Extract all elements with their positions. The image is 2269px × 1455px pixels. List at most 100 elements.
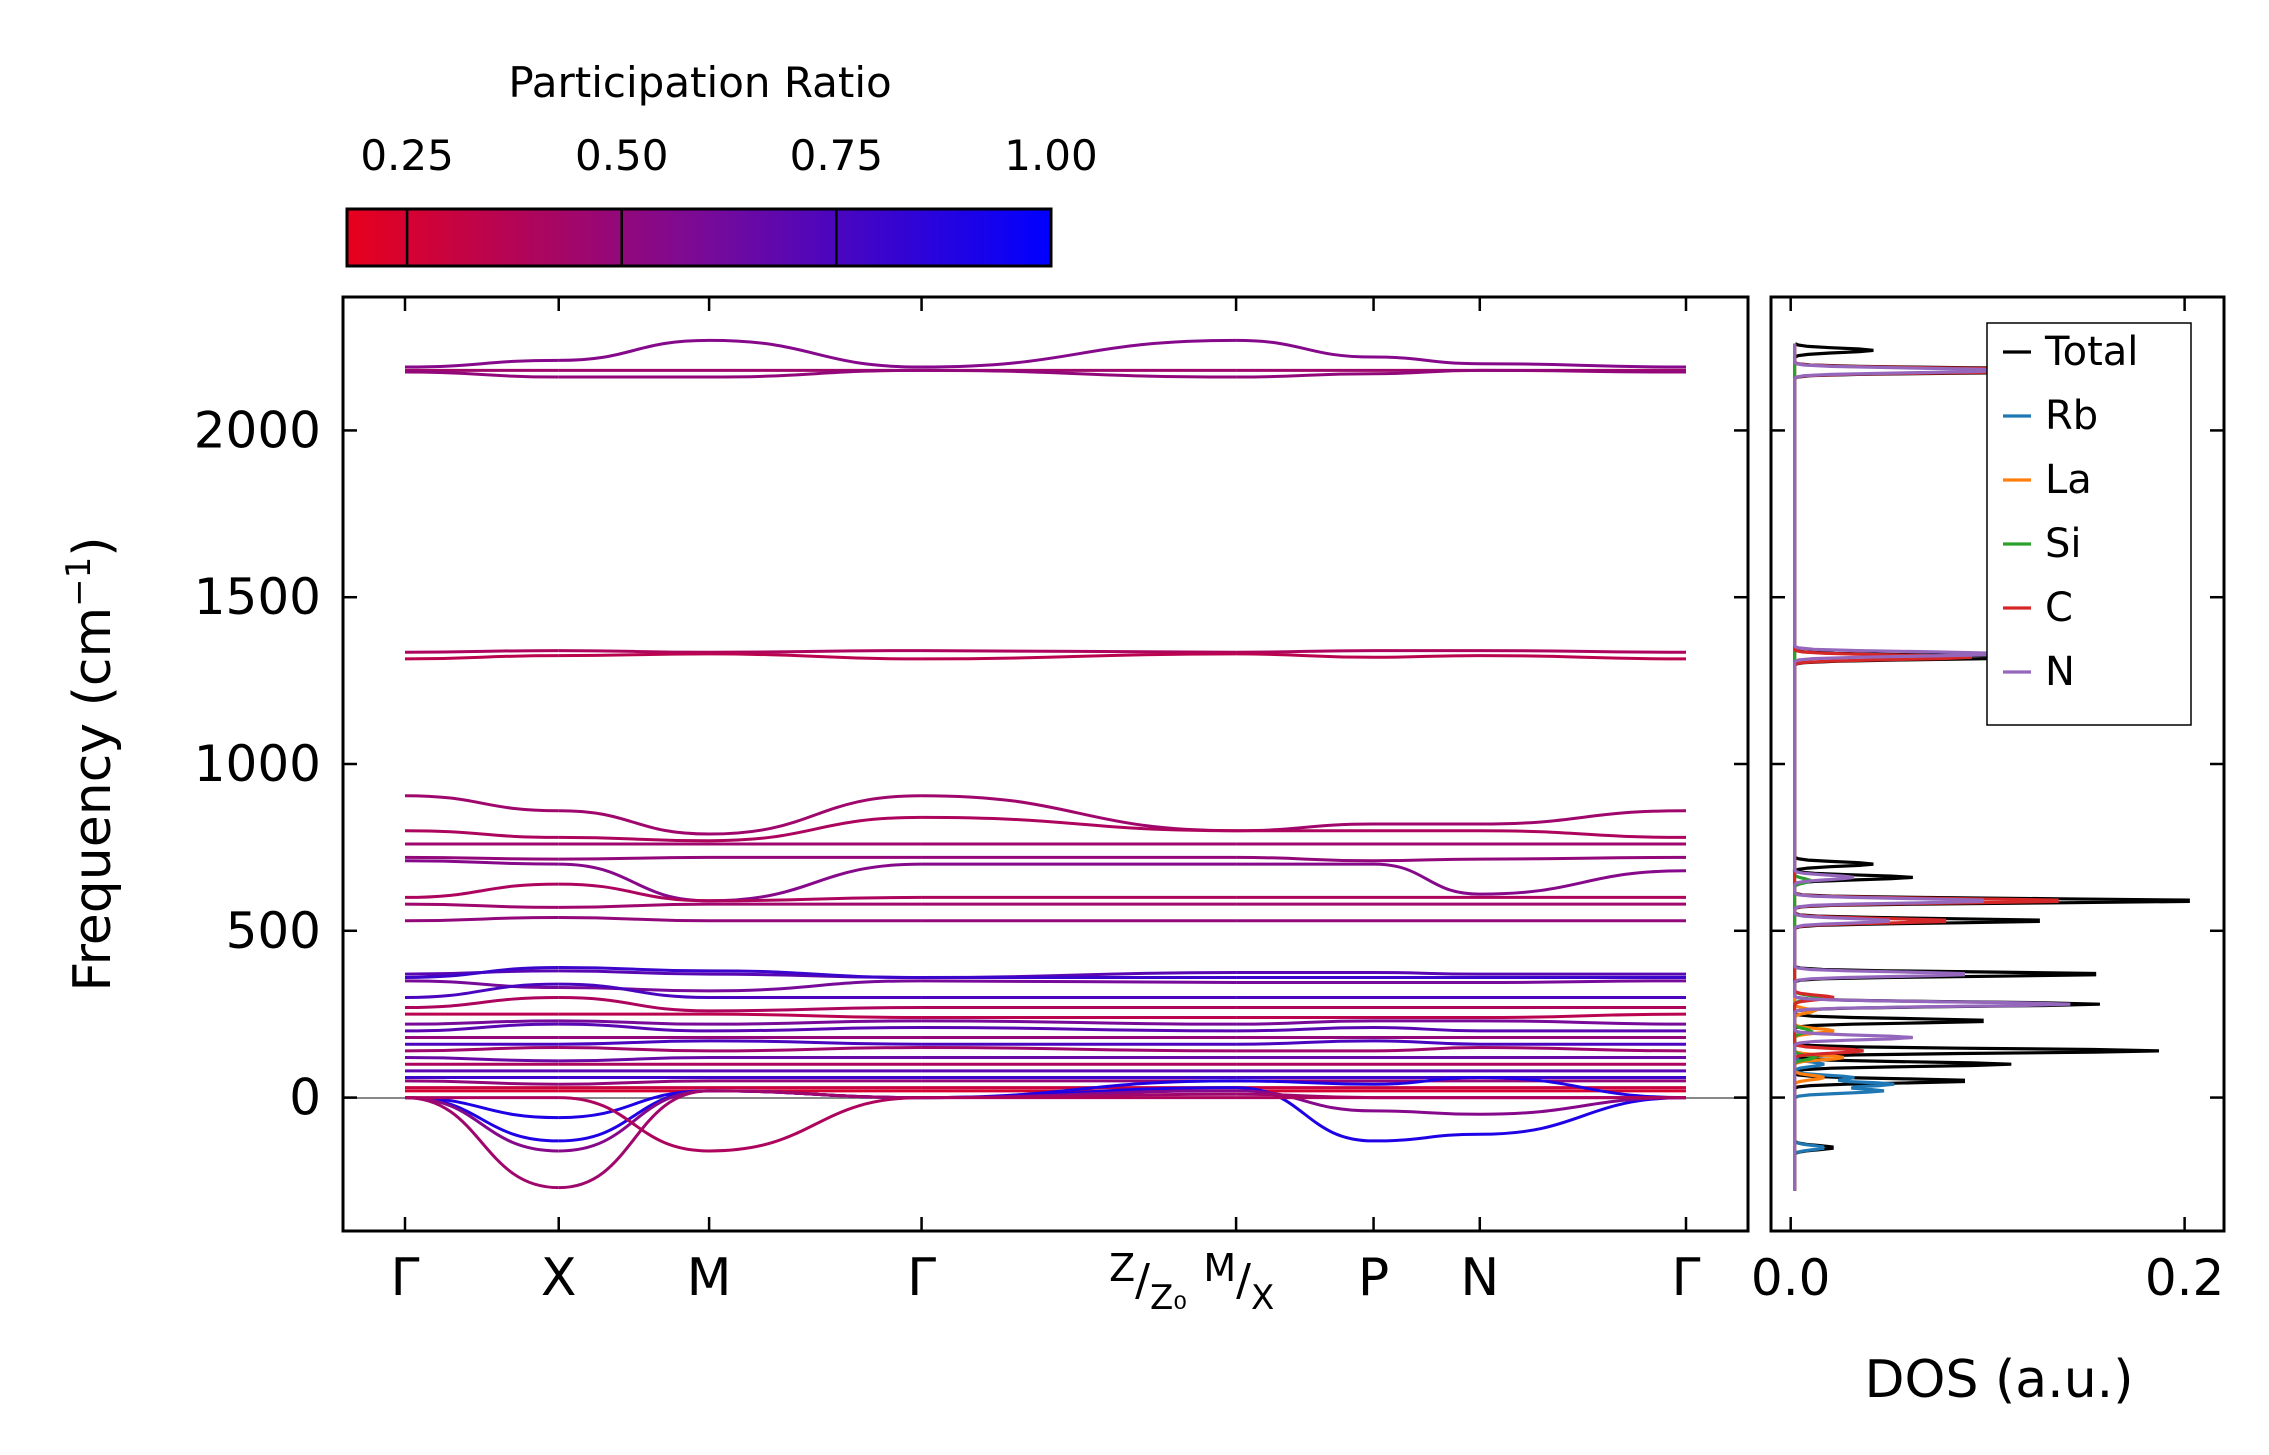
phonon-band: [558, 979, 922, 993]
phonon-band: [558, 862, 922, 903]
band-ylabel: Frequency (cm−1): [59, 536, 123, 991]
legend-box: [1986, 322, 2192, 726]
phonon-band: [558, 794, 922, 836]
phonon-band: [404, 370, 559, 379]
x-tick-label: P: [1358, 1248, 1389, 1308]
phonon-band: [558, 1012, 922, 1020]
dos-xlabel: DOS (a.u.): [1865, 1350, 2134, 1410]
y-tick-label: 2000: [194, 401, 321, 459]
phonon-band: [1236, 1039, 1686, 1046]
phonon-band: [1236, 979, 1687, 984]
phonon-band: [1236, 338, 1687, 369]
phonon-band: [558, 982, 922, 1000]
colorbar-tick-label: 0.75: [790, 131, 884, 180]
dos-curves: [1792, 342, 2190, 1191]
phonon-band: [558, 1046, 922, 1053]
phonon-band: [558, 338, 922, 369]
x-tick-label: M/X: [1203, 1246, 1274, 1318]
phonon-band: [404, 1046, 559, 1053]
phonon-band: [558, 996, 922, 1013]
y-tick-label: 1000: [194, 735, 321, 793]
phonon-band: [558, 902, 922, 909]
phonon-band: [921, 1019, 1237, 1026]
x-tick-label: Γ: [1672, 1248, 1701, 1308]
legend-label: Rb: [2045, 393, 2098, 439]
dos-curve-rb: [1793, 343, 1895, 1191]
phonon-band: [404, 882, 559, 899]
dos-x-tick-label: 0.2: [2145, 1249, 2225, 1307]
colorbar-tick-label: 0.25: [360, 131, 454, 180]
phonon-band: [558, 1089, 922, 1153]
phonon-band: [558, 965, 922, 979]
legend-label: Si: [2045, 521, 2082, 567]
phonon-band: [1236, 652, 1687, 661]
phonon-band: [404, 996, 559, 1010]
phonon-band: [558, 1022, 922, 1033]
phonon-band: [921, 649, 1237, 654]
phonon-band: [558, 1079, 922, 1086]
phonon-band: [1236, 809, 1687, 833]
phonon-band: [921, 1046, 1237, 1053]
colorbar-ticks: 0.25 0.50 0.75 1.00: [360, 131, 1098, 266]
phonon-band: [404, 649, 559, 654]
ylabel-main: Frequency (cm: [63, 607, 123, 992]
phonon-band: [558, 649, 922, 654]
phonon-bands: [404, 338, 1687, 1190]
phonon-band: [1236, 1089, 1687, 1116]
phonon-band: [404, 859, 559, 866]
phonon-band: [558, 882, 922, 903]
dos-axis-ticks: 0.0 0.2: [1751, 297, 2224, 1307]
colorbar-title: Participation Ratio: [508, 58, 891, 107]
phonon-band: [1236, 1012, 1687, 1020]
phonon-band: [558, 1019, 922, 1026]
dos-x-tick-label: 0.0: [1751, 1249, 1831, 1307]
phonon-band: [558, 1039, 922, 1046]
phonon-band: [1236, 829, 1687, 839]
phonon-band: [404, 979, 559, 989]
phonon-band: [1236, 855, 1687, 863]
x-tick-label: Γ: [391, 1248, 420, 1308]
x-tick-label: M: [687, 1248, 732, 1308]
legend-label: C: [2045, 585, 2073, 631]
phonon-band: [558, 1056, 922, 1063]
phonon-band: [1236, 1076, 1687, 1100]
x-tick-label: X: [541, 1248, 577, 1308]
dos-legend: Total Rb La Si CN: [1986, 322, 2192, 726]
phonon-band: [921, 979, 1237, 984]
y-tick-label: 500: [226, 902, 321, 960]
phonon-band: [404, 654, 559, 661]
phonon-band: [1236, 1046, 1687, 1053]
phonon-band: [404, 1022, 559, 1033]
phonon-band: [921, 1026, 1237, 1033]
band-structure-panel: 0 500 1000 1500 2000 Γ X M Γ Z/Z₀M/X P N Γ Frequenc…: [59, 295, 1750, 1318]
phonon-band: [1236, 1019, 1687, 1026]
dos-curve-n: [1792, 343, 2071, 1191]
phonon-band: [404, 794, 559, 813]
x-tick-label: Γ: [907, 1248, 936, 1308]
legend-label: La: [2045, 457, 2092, 503]
phonon-band: [404, 1096, 559, 1190]
legend-label: Total: [2044, 329, 2138, 375]
phonon-band: [404, 965, 559, 979]
colorbar-gradient: [345, 207, 1053, 268]
y-tick-label: 1500: [194, 568, 321, 626]
colorbar: Participation Ratio 0.25 0.50 0.75 1.00: [345, 58, 1098, 268]
phonon-band: [404, 982, 559, 999]
phonon-band: [1236, 649, 1687, 654]
phonon-band: [1236, 970, 1686, 976]
phonon-band: [404, 1079, 559, 1086]
phonon-band: [558, 652, 922, 661]
phonon-band: [921, 338, 1237, 369]
colorbar-tick-label: 1.00: [1004, 131, 1098, 180]
colorbar-tick-label: 0.50: [575, 131, 669, 180]
phonon-band: [558, 1096, 922, 1153]
ylabel-sup: −1: [59, 557, 99, 607]
phonon-band: [921, 815, 1237, 833]
dos-panel: 0.0 0.2 DOS (a.u.) Total Rb La Si CN: [1751, 295, 2226, 1410]
band-y-axis: 0 500 1000 1500 2000: [194, 401, 1748, 1127]
phonon-band: [558, 915, 922, 923]
x-tick-label: N: [1460, 1248, 1499, 1308]
ylabel-close: ): [63, 536, 123, 556]
phonon-band: [921, 652, 1237, 661]
band-x-axis: Γ X M Γ Z/Z₀M/X P N Γ: [391, 297, 1701, 1318]
